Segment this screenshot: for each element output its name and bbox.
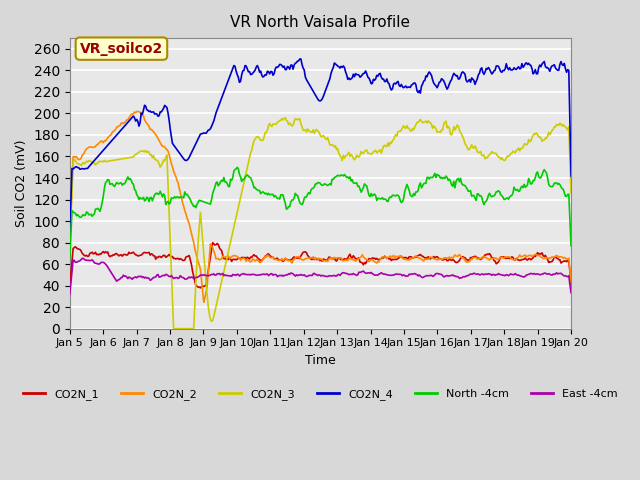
Legend: CO2N_1, CO2N_2, CO2N_3, CO2N_4, North -4cm, East -4cm: CO2N_1, CO2N_2, CO2N_3, CO2N_4, North -4… [19, 384, 622, 405]
X-axis label: Time: Time [305, 354, 336, 367]
Y-axis label: Soil CO2 (mV): Soil CO2 (mV) [15, 140, 28, 227]
Title: VR North Vaisala Profile: VR North Vaisala Profile [230, 15, 410, 30]
Text: VR_soilco2: VR_soilco2 [80, 42, 163, 56]
